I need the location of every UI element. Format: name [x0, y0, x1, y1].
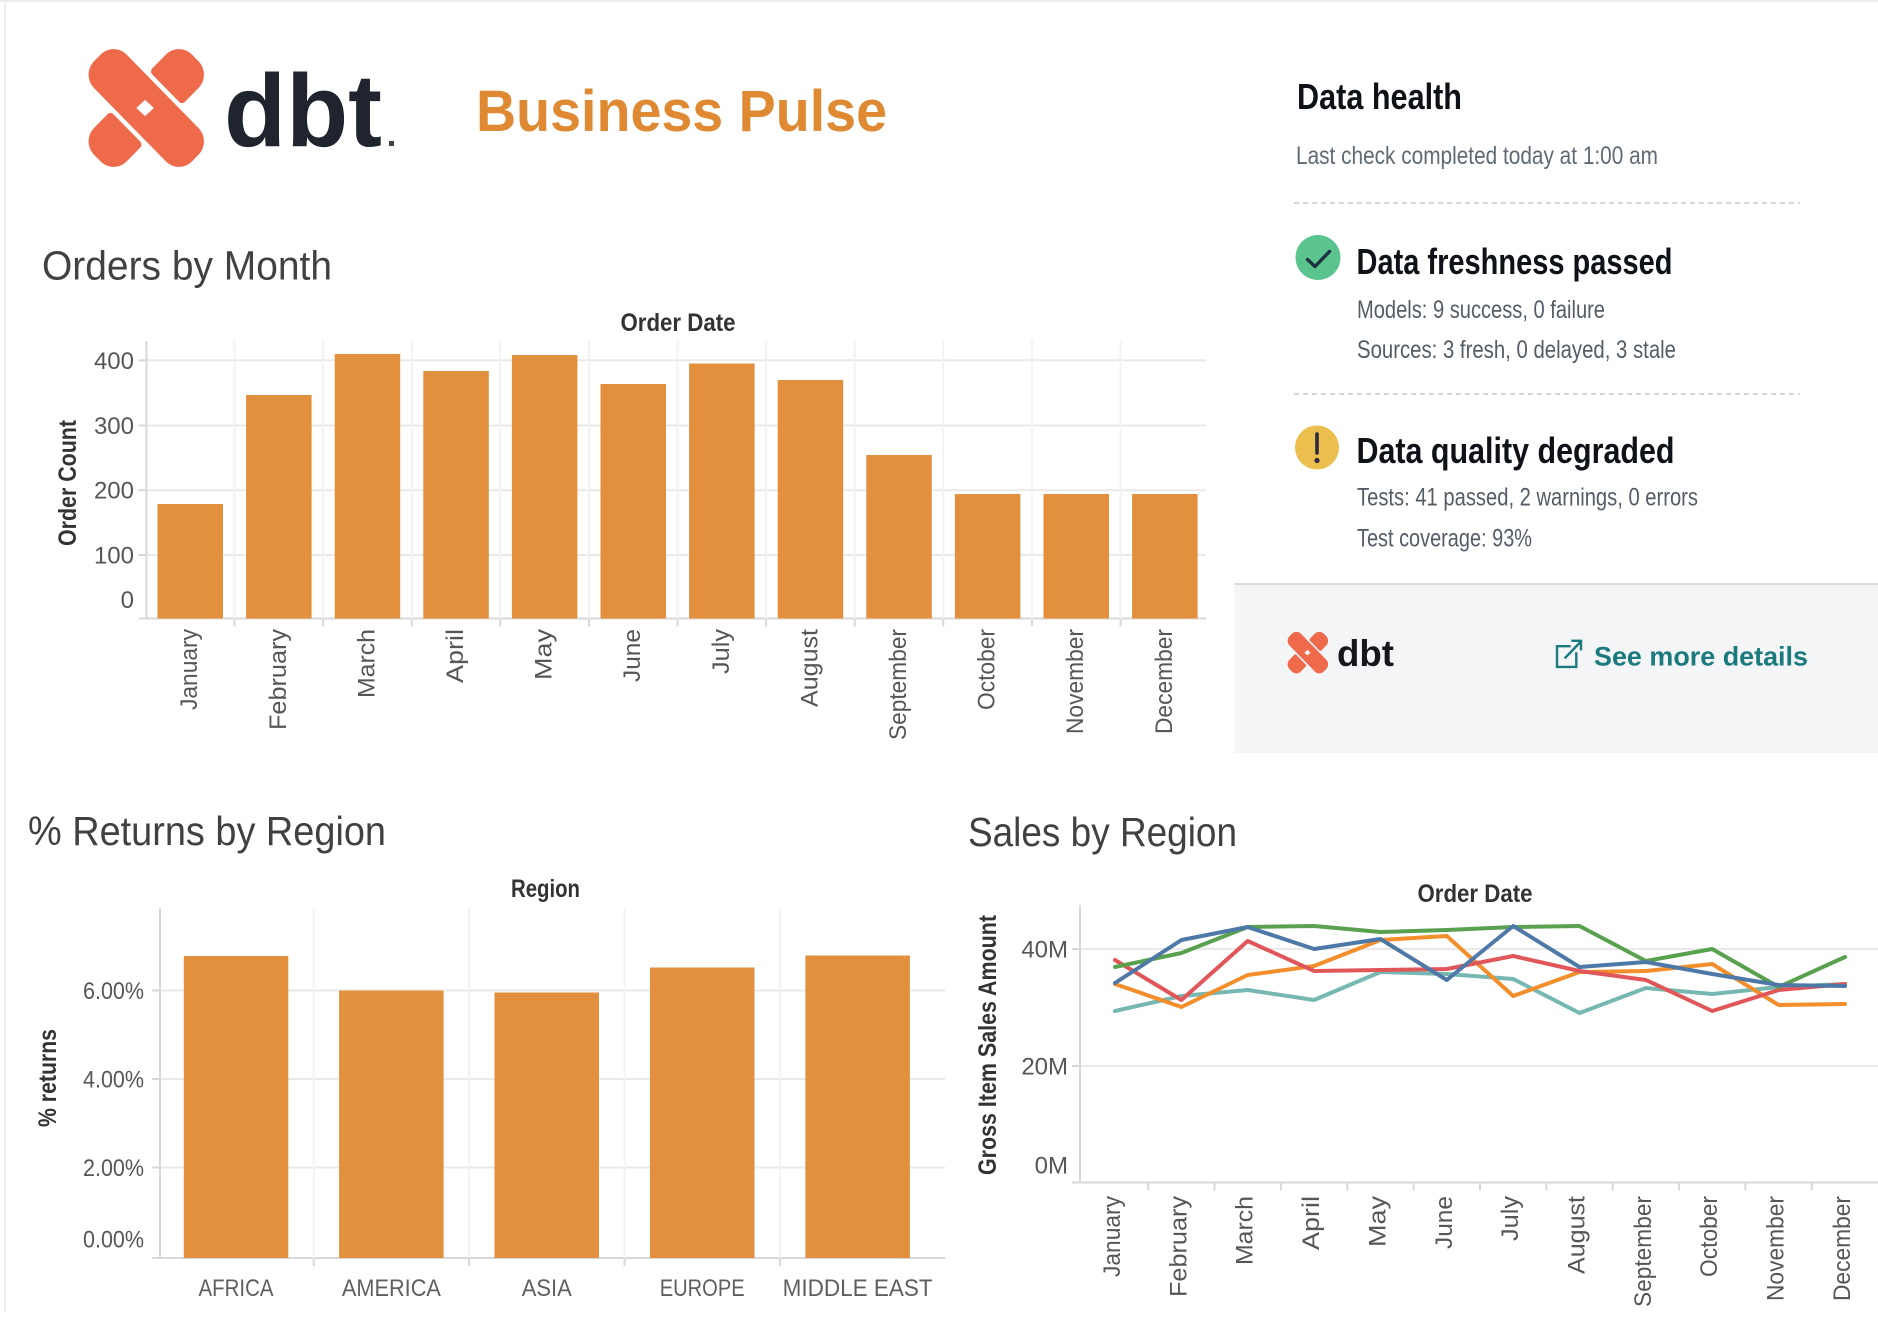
svg-text:Sources: 3 fresh, 0 delayed, 3: Sources: 3 fresh, 0 delayed, 3 stale — [1357, 336, 1676, 364]
svg-text:Data health: Data health — [1297, 76, 1462, 117]
svg-text:September: September — [1630, 1196, 1657, 1307]
svg-text:AMERICA: AMERICA — [342, 1275, 441, 1302]
svg-text:ASIA: ASIA — [522, 1275, 572, 1302]
svg-text:Last check completed today at: Last check completed today at 1:00 am — [1296, 142, 1658, 170]
svg-text:Data quality degraded: Data quality degraded — [1357, 430, 1675, 471]
svg-text:Order Date: Order Date — [621, 309, 736, 337]
svg-text:December: December — [1151, 629, 1178, 734]
svg-text:20M: 20M — [1021, 1054, 1068, 1081]
svg-text:dbt: dbt — [1337, 633, 1394, 674]
svg-text:Gross Item Sales Amount: Gross Item Sales Amount — [974, 914, 1002, 1175]
svg-text:February: February — [1165, 1196, 1192, 1297]
svg-text:December: December — [1829, 1196, 1856, 1301]
svg-text:May: May — [531, 629, 558, 680]
svg-text:Business Pulse: Business Pulse — [476, 79, 887, 144]
svg-text:Order Date: Order Date — [1418, 880, 1533, 908]
svg-text:Test coverage: 93%: Test coverage: 93% — [1357, 525, 1532, 553]
svg-text:Region: Region — [511, 875, 580, 903]
svg-text:2.00%: 2.00% — [83, 1155, 144, 1182]
svg-text:AFRICA: AFRICA — [199, 1275, 274, 1302]
svg-text:August: August — [796, 629, 823, 707]
svg-text:0.00%: 0.00% — [83, 1227, 144, 1254]
svg-text:6.00%: 6.00% — [83, 978, 144, 1005]
svg-text:% returns: % returns — [34, 1029, 62, 1127]
svg-text:100: 100 — [94, 543, 134, 570]
svg-text:dbt: dbt — [224, 53, 382, 168]
svg-text:Order Count: Order Count — [54, 419, 82, 546]
svg-text:400: 400 — [94, 348, 134, 375]
svg-text:April: April — [442, 629, 469, 683]
svg-text:MIDDLE EAST: MIDDLE EAST — [783, 1275, 933, 1302]
svg-text:May: May — [1364, 1196, 1391, 1247]
svg-text:June: June — [1431, 1196, 1458, 1249]
svg-text:4.00%: 4.00% — [83, 1067, 144, 1094]
svg-text:September: September — [885, 629, 912, 740]
svg-text:200: 200 — [94, 478, 134, 505]
svg-text:Models: 9 success, 0 failure: Models: 9 success, 0 failure — [1357, 296, 1605, 324]
svg-text:November: November — [1763, 1196, 1790, 1301]
svg-text:October: October — [974, 629, 1001, 710]
svg-text:0M: 0M — [1035, 1153, 1068, 1180]
svg-text:January: January — [176, 629, 203, 710]
svg-text:Orders by Month: Orders by Month — [42, 243, 332, 289]
svg-text:April: April — [1298, 1196, 1325, 1250]
svg-text:Data freshness passed: Data freshness passed — [1357, 241, 1673, 282]
svg-text:June: June — [619, 629, 646, 682]
svg-text:November: November — [1062, 629, 1089, 734]
svg-text:0: 0 — [121, 587, 134, 614]
svg-text:See more details: See more details — [1594, 642, 1808, 672]
svg-text:August: August — [1564, 1196, 1591, 1274]
svg-text:March: March — [353, 629, 380, 698]
svg-text:40M: 40M — [1021, 937, 1068, 964]
svg-text:% Returns by Region: % Returns by Region — [28, 808, 386, 854]
svg-text:EUROPE: EUROPE — [660, 1275, 745, 1302]
svg-text:Sales by Region: Sales by Region — [968, 809, 1237, 855]
svg-text:July: July — [1497, 1196, 1524, 1241]
svg-text:October: October — [1696, 1196, 1723, 1277]
svg-text:January: January — [1099, 1196, 1126, 1277]
svg-text:February: February — [265, 629, 292, 730]
svg-text:Tests: 41 passed, 2 warnings,: Tests: 41 passed, 2 warnings, 0 errors — [1357, 484, 1698, 512]
svg-text:July: July — [708, 629, 735, 674]
svg-text:March: March — [1232, 1196, 1259, 1265]
svg-text:300: 300 — [94, 413, 134, 440]
